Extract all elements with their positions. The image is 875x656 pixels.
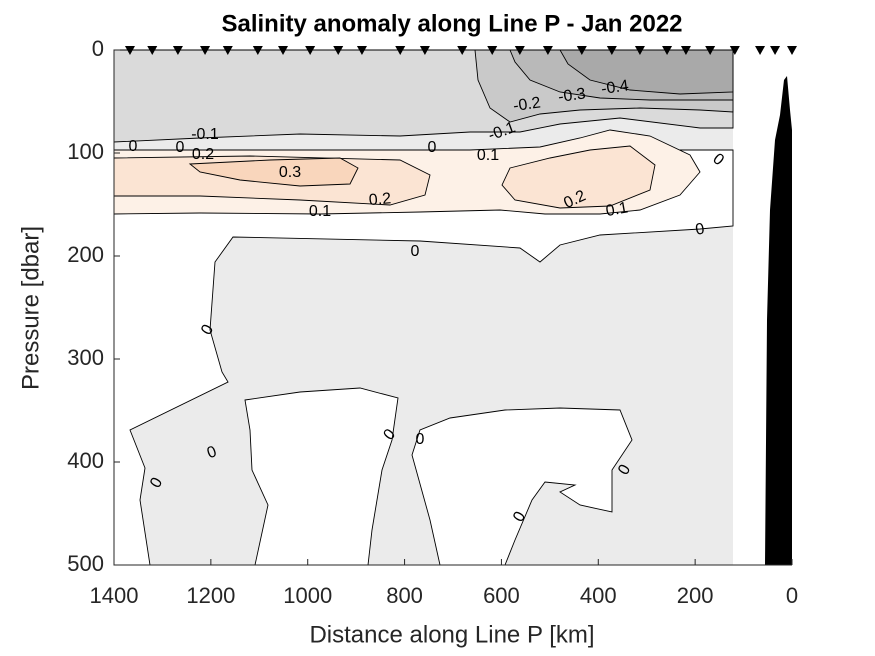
bathymetry	[765, 76, 792, 565]
x-tick-label: 1200	[186, 583, 235, 608]
station-marker	[147, 46, 158, 55]
y-tick-label: 200	[67, 242, 104, 267]
contour-label: 0	[411, 243, 420, 260]
station-marker	[305, 46, 316, 55]
x-tick-label: 1400	[90, 583, 139, 608]
station-marker	[606, 46, 617, 55]
contour-label: 0	[176, 139, 185, 156]
contour-label: 0	[694, 221, 706, 239]
x-tick-label: 200	[677, 583, 714, 608]
station-marker	[729, 46, 740, 55]
contour-label: 0.1	[309, 203, 331, 220]
contour-label: 0.3	[279, 164, 301, 181]
chart-title: Salinity anomaly along Line P - Jan 2022	[221, 10, 682, 37]
station-marker	[634, 46, 645, 55]
contour-fill	[244, 387, 399, 566]
y-tick-label: 400	[67, 448, 104, 473]
y-tick-label: 500	[67, 551, 104, 576]
contour-label: 0	[428, 139, 437, 156]
contour-label: 0.1	[605, 199, 630, 220]
station-marker	[200, 46, 211, 55]
station-marker	[514, 46, 525, 55]
station-marker	[487, 46, 498, 55]
contour-fill	[188, 157, 359, 187]
station-marker	[419, 46, 430, 55]
station-marker	[770, 46, 781, 55]
x-tick-label: 1000	[283, 583, 332, 608]
station-marker	[787, 46, 797, 55]
contour-label: 0.2	[368, 190, 392, 209]
station-marker	[356, 46, 367, 55]
contour-label: 0	[129, 138, 138, 155]
station-marker	[222, 46, 233, 55]
station-marker	[395, 46, 406, 55]
contour-label: -0.2	[512, 94, 542, 115]
station-marker	[333, 46, 344, 55]
x-tick-label: 800	[386, 583, 423, 608]
x-axis-label: Distance along Line P [km]	[309, 621, 594, 648]
x-tick-label: 0	[786, 583, 798, 608]
contour-fill	[559, 49, 734, 95]
station-marker	[278, 46, 289, 55]
contour-label: 0.1	[477, 147, 499, 164]
station-marker	[172, 46, 183, 55]
contour-label: -0.4	[600, 77, 630, 98]
contour-label: 0	[416, 431, 425, 448]
station-marker	[576, 46, 587, 55]
station-marker	[124, 46, 135, 55]
station-marker	[755, 46, 766, 55]
x-tick-label: 600	[483, 583, 520, 608]
station-marker	[680, 46, 691, 55]
contour-label: -0.3	[557, 85, 587, 106]
station-marker	[662, 46, 673, 55]
y-tick-label: 0	[92, 36, 104, 61]
x-tick-label: 400	[580, 583, 617, 608]
y-tick-label: 100	[67, 139, 104, 164]
contour-fills	[113, 49, 734, 566]
contour-label: 0.2	[192, 146, 214, 163]
contour-fill	[501, 145, 656, 209]
station-marker	[705, 46, 716, 55]
station-marker	[457, 46, 468, 55]
station-marker	[542, 46, 553, 55]
contour-label: -0.1	[191, 126, 219, 143]
y-axis-label: Pressure [dbar]	[17, 226, 44, 390]
y-tick-label: 300	[67, 345, 104, 370]
station-marker	[252, 46, 263, 55]
